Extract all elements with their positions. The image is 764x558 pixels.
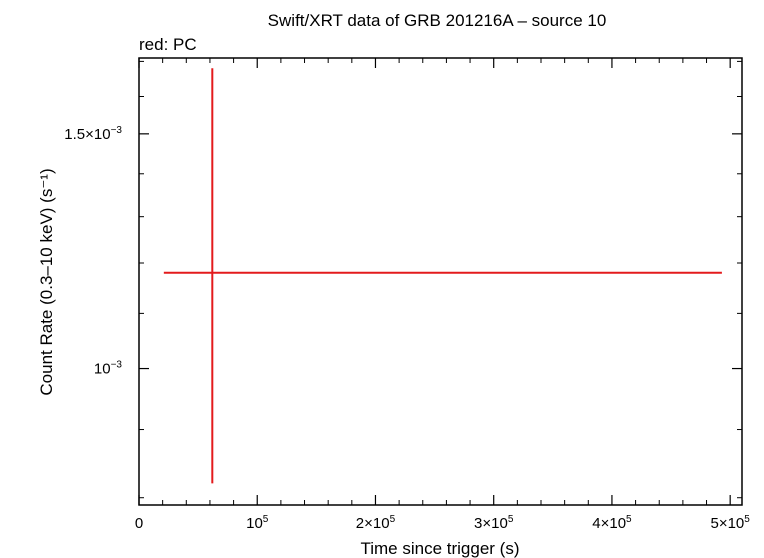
axis-tick-labels: 0 105 2×105 3×105 4×105 5×105 10−3 1.5×10−3 [64,125,750,532]
x-tick-label: 0 [135,515,143,532]
data-marks [163,68,722,484]
x-tick-label: 3×105 [474,514,514,532]
x-tick-label: 105 [246,514,269,532]
plot-frame [138,57,743,506]
y-tick-label: 1.5×10−3 [64,125,122,143]
x-tick-label: 2×105 [356,514,396,532]
chart-subtitle: red: PC [139,35,197,54]
y-tick-label: 10−3 [94,360,123,378]
chart-title: Swift/XRT data of GRB 201216A – source 1… [268,11,607,30]
x-tick-label: 4×105 [592,514,632,532]
x-axis-label: Time since trigger (s) [360,539,519,558]
axis-ticks [138,58,742,505]
x-tick-label: 5×105 [710,514,750,532]
y-axis-label: Count Rate (0.3–10 keV) (s⁻¹) [37,168,56,395]
